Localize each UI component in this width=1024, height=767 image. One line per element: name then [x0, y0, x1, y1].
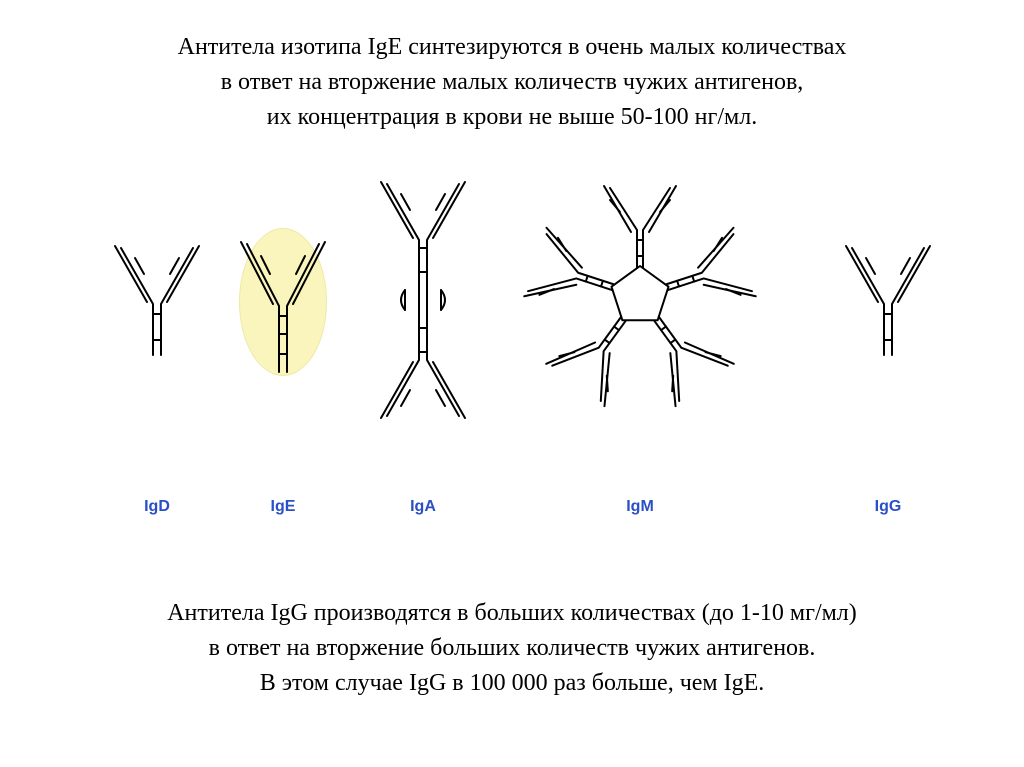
label-iga: IgA [393, 498, 453, 516]
iga-icon [353, 170, 493, 430]
bottom-line-1: Антитела IgG производятся в больших коли… [0, 596, 1024, 631]
top-line-3: их концентрация в крови не выше 50-100 н… [0, 100, 1024, 135]
igg-icon [828, 225, 948, 375]
ige-icon [223, 222, 343, 392]
label-igg: IgG [858, 498, 918, 516]
top-line-2: в ответ на вторжение малых количеств чуж… [0, 65, 1024, 100]
igm-icon [490, 146, 790, 446]
top-line-1: Антитела изотипа IgE синтезируются в оче… [0, 30, 1024, 65]
bottom-paragraph: Антитела IgG производятся в больших коли… [0, 596, 1024, 700]
antibody-diagram [0, 170, 1024, 500]
label-igd: IgD [127, 498, 187, 516]
igd-icon [97, 225, 217, 375]
label-ige: IgE [253, 498, 313, 516]
bottom-line-3: В этом случае IgG в 100 000 раз больше, … [0, 666, 1024, 701]
top-paragraph: Антитела изотипа IgE синтезируются в оче… [0, 30, 1024, 134]
bottom-line-2: в ответ на вторжение больших количеств ч… [0, 631, 1024, 666]
label-igm: IgM [610, 498, 670, 516]
antibody-labels: IgD IgE IgA IgM IgG [0, 498, 1024, 528]
